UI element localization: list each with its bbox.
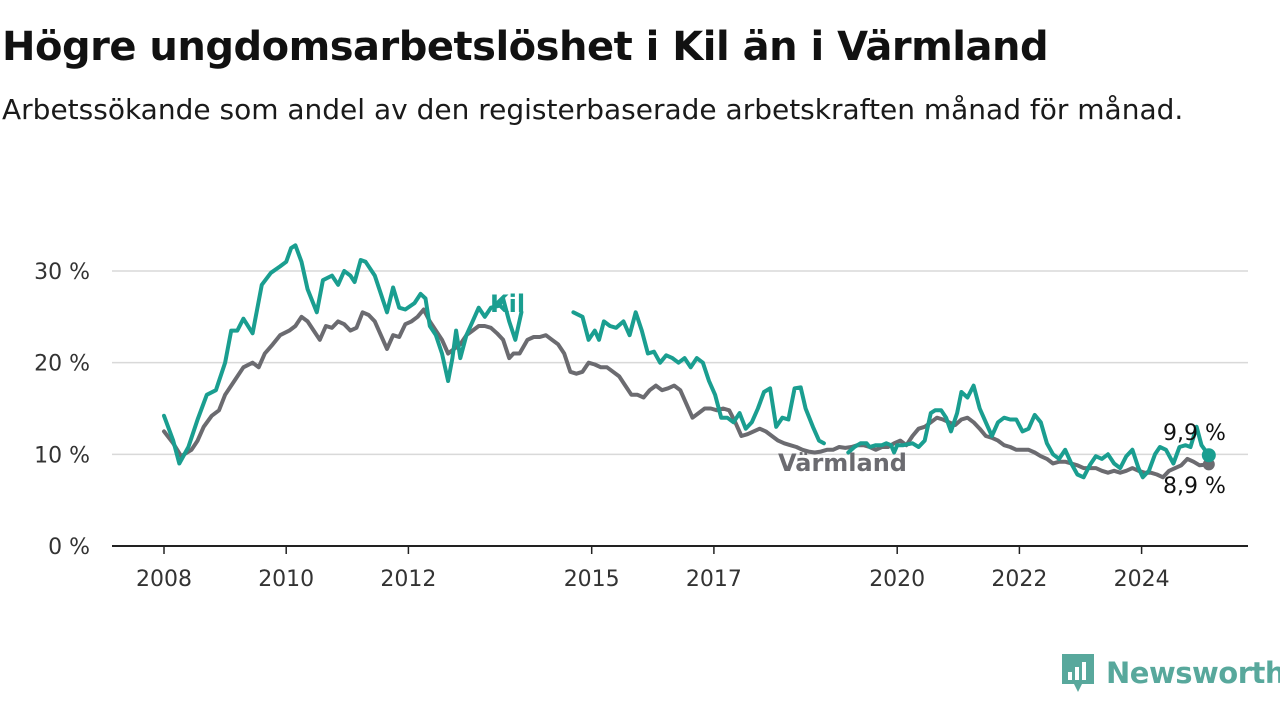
chart-subtitle: Arbetssökande som andel av den registerb… — [2, 93, 1184, 126]
x-tick-label: 2020 — [869, 567, 925, 592]
x-tick-label: 2015 — [564, 567, 620, 592]
newsworthy-logo-icon — [1062, 654, 1094, 692]
series-kil-line — [846, 383, 1211, 480]
brand-name: Newsworthy — [1106, 656, 1280, 690]
x-tick-label: 2024 — [1114, 567, 1170, 592]
kil-end-value: 9,9 % — [1163, 421, 1226, 446]
x-tick-label: 2012 — [380, 567, 436, 592]
y-tick-label: 10 % — [34, 443, 90, 468]
y-tick-label: 0 % — [48, 535, 90, 560]
x-tick-label: 2010 — [258, 567, 314, 592]
newsworthy-logo: Newsworthy — [1060, 652, 1280, 694]
x-tick-label: 2008 — [136, 567, 192, 592]
varmland-end-value: 8,9 % — [1163, 474, 1226, 499]
y-tick-label: 30 % — [34, 260, 90, 285]
x-tick-label: 2017 — [686, 567, 742, 592]
series-varmland-line — [162, 307, 1211, 480]
chart-title: Högre ungdomsarbetslöshet i Kil än i Vär… — [2, 24, 1049, 70]
series-kil-line — [162, 243, 524, 466]
y-tick-label: 20 % — [34, 352, 90, 377]
x-tick-label: 2022 — [991, 567, 1047, 592]
series-label-varmland: Värmland — [778, 449, 907, 477]
kil-end-marker — [1201, 448, 1216, 463]
series-kil-line — [571, 310, 826, 446]
series-label-kil: Kil — [490, 290, 525, 318]
